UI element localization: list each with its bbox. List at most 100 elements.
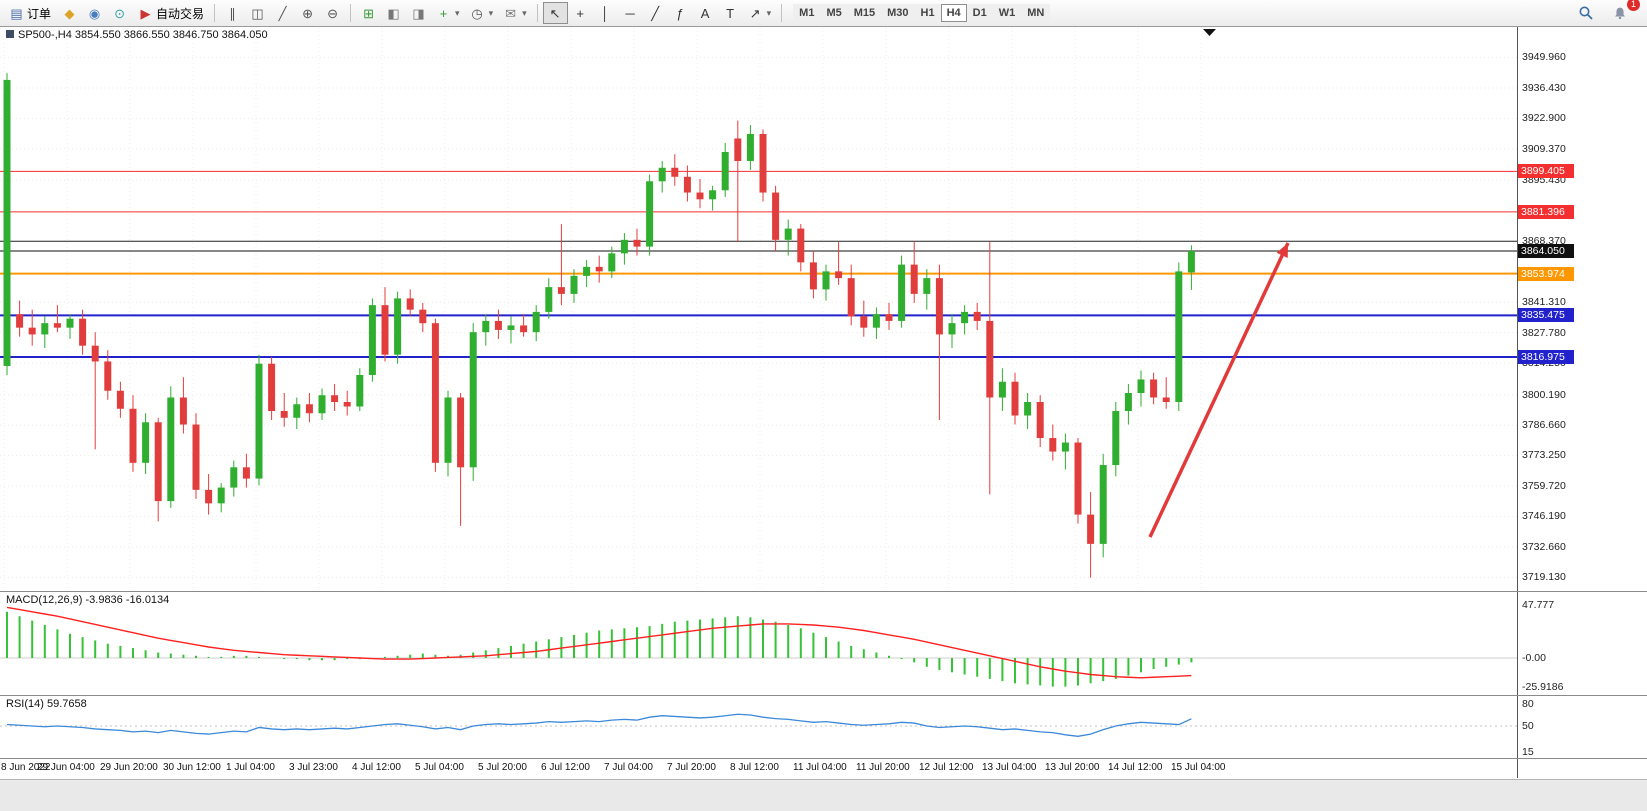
candle-body (948, 323, 956, 335)
rsi-axis[interactable]: 80 50 15 (1517, 696, 1647, 758)
main-chart-plot[interactable]: SP500-,H4 3854.550 3866.550 3846.750 386… (0, 27, 1517, 591)
candle-body (923, 278, 931, 294)
marketwatch-icon: ◆ (64, 5, 75, 21)
search-button[interactable] (1573, 2, 1599, 24)
alerts-button[interactable] (1607, 2, 1633, 24)
candle-body (381, 305, 389, 355)
templates-button[interactable]: ✉ ▾ (498, 2, 532, 24)
time-label: 8 Jun 2022 (1, 762, 51, 773)
label-button[interactable]: T (718, 2, 743, 24)
candle-body (1074, 442, 1082, 515)
price-badge: 3864.050 (1518, 243, 1574, 258)
candle-body (104, 361, 112, 391)
timeframe-m30[interactable]: M30 (881, 4, 915, 22)
indicators-button[interactable]: + ▾ (431, 2, 465, 24)
timeframe-m15[interactable]: M15 (847, 4, 882, 22)
candle-body (368, 305, 376, 375)
terminal-button[interactable]: ⊙ (107, 2, 132, 24)
price-badge: 3899.405 (1518, 164, 1574, 179)
hline-button[interactable]: ─ (618, 2, 643, 24)
search-icon (1579, 6, 1593, 20)
bar-chart-icon: ∥ (229, 5, 236, 21)
periods-button[interactable]: ◷ ▾ (465, 2, 499, 24)
zoom-out-icon: ⊖ (327, 5, 338, 21)
rsi-plot[interactable]: RSI(14) 59.7658 (0, 696, 1517, 758)
candle-body (772, 192, 780, 240)
candle-body (646, 181, 654, 247)
candle-body (444, 397, 452, 463)
time-label: 14 Jul 12:00 (1108, 762, 1163, 773)
candle-body (608, 253, 616, 272)
timeframe-mn[interactable]: MN (1021, 4, 1051, 22)
time-label: 30 Jun 12:00 (163, 762, 221, 773)
price-badge: 3835.475 (1518, 308, 1574, 323)
crosshair-button[interactable]: + (568, 2, 593, 24)
timeframe-m5[interactable]: M5 (820, 4, 848, 22)
price-tick: 3773.250 (1522, 449, 1566, 462)
text-button[interactable]: A (693, 2, 718, 24)
candle-body (457, 397, 465, 468)
new-order-button[interactable]: ▤ 订单 (4, 2, 56, 24)
marketwatch-button[interactable]: ◆ (57, 2, 82, 24)
auto-scroll-button[interactable]: ◧ (381, 2, 406, 24)
cursor-button[interactable]: ↖ (542, 2, 568, 24)
timeframe-h4[interactable]: H4 (940, 4, 967, 22)
trend-arrow[interactable] (1148, 242, 1290, 538)
time-label: 7 Jul 04:00 (604, 762, 653, 773)
hline-icon: ─ (625, 5, 635, 21)
navigator-button[interactable]: ◉ (82, 2, 107, 24)
fibonacci-button[interactable]: ƒ (668, 2, 693, 24)
vline-button[interactable]: │ (593, 2, 618, 24)
price-tick: 3827.780 (1522, 326, 1566, 339)
zoom-in-icon: ⊕ (302, 5, 313, 21)
candle-body (1036, 402, 1044, 439)
line-chart-button[interactable]: ╱ (270, 2, 295, 24)
tile-windows-button[interactable]: ⊞ (356, 2, 381, 24)
macd-header: MACD(12,26,9) -3.9836 -16.0134 (6, 594, 169, 606)
timeframe-w1[interactable]: W1 (992, 4, 1022, 22)
toolbar-separator (536, 4, 538, 22)
chart-window: SP500-,H4 3854.550 3866.550 3846.750 386… (0, 27, 1647, 779)
candle-body (91, 345, 99, 362)
autotrading-label: 自动交易 (156, 6, 205, 21)
shapes-button[interactable]: ↗ ▾ (743, 2, 777, 24)
candle-body (230, 467, 238, 488)
timeframe-h1[interactable]: H1 (914, 4, 941, 22)
chart-shift-button[interactable]: ◨ (406, 2, 431, 24)
autotrading-button[interactable]: ▶ 自动交易 (133, 2, 209, 24)
rsi-tick: 15 (1522, 745, 1534, 758)
time-label: 15 Jul 04:00 (1171, 762, 1226, 773)
timeframe-group: M1 M5 M15 M30 H1 H4 D1 W1 MN (793, 4, 1051, 22)
price-tick: 3949.960 (1522, 51, 1566, 64)
timeframe-d1[interactable]: D1 (966, 4, 993, 22)
candle-body (898, 264, 906, 321)
candle-body (116, 390, 124, 409)
timeframe-m1[interactable]: M1 (793, 4, 821, 22)
candlestick-icon: ◫ (251, 5, 264, 21)
time-label: 4 Jul 12:00 (352, 762, 401, 773)
macd-axis[interactable]: 47.777 -0.00 -25.9186 (1517, 592, 1647, 695)
zoom-out-button[interactable]: ⊖ (320, 2, 345, 24)
candle-body (583, 266, 591, 276)
trendline-button[interactable]: ╱ (643, 2, 668, 24)
time-axis[interactable]: 8 Jun 2022 29 Jun 04:00 29 Jun 20:00 30 Jun… (0, 759, 1517, 778)
trend-arrow-head (1276, 243, 1288, 258)
candle-body (986, 320, 994, 398)
candle-body (431, 323, 439, 463)
price-tick: 3759.720 (1522, 479, 1566, 492)
price-tick: 3786.660 (1522, 419, 1566, 432)
candle-body (1011, 381, 1019, 416)
zoom-in-button[interactable]: ⊕ (295, 2, 320, 24)
candle-body (835, 271, 843, 279)
price-axis[interactable]: 3949.960 3936.430 3922.900 3909.370 3895.430… (1517, 27, 1647, 591)
trendline-icon: ╱ (651, 5, 660, 21)
candlestick-button[interactable]: ◫ (245, 2, 270, 24)
candle-body (709, 190, 717, 200)
macd-plot[interactable]: MACD(12,26,9) -3.9836 -16.0134 (0, 592, 1517, 695)
candle-body (268, 363, 276, 412)
rsi-tick: 80 (1522, 697, 1534, 710)
periods-icon: ◷ (471, 5, 483, 21)
bar-chart-button[interactable]: ∥ (220, 2, 245, 24)
templates-icon: ✉ (505, 5, 517, 21)
candle-body (331, 395, 339, 402)
